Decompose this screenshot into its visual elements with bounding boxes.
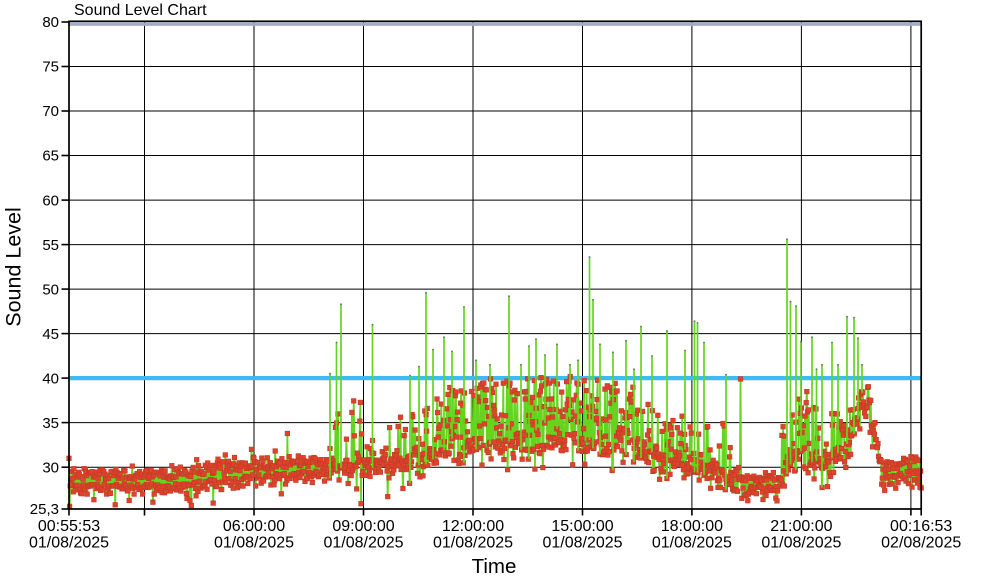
svg-text:15:00:00: 15:00:00 bbox=[551, 518, 613, 535]
svg-text:01/08/2025: 01/08/2025 bbox=[761, 535, 841, 552]
svg-text:01/08/2025: 01/08/2025 bbox=[542, 535, 622, 552]
svg-text:70: 70 bbox=[42, 103, 59, 120]
svg-text:01/08/2025: 01/08/2025 bbox=[433, 535, 513, 552]
svg-text:25,3: 25,3 bbox=[30, 501, 59, 518]
svg-text:55: 55 bbox=[42, 237, 59, 254]
svg-text:01/08/2025: 01/08/2025 bbox=[652, 535, 732, 552]
svg-text:65: 65 bbox=[42, 148, 59, 165]
svg-text:18:00:00: 18:00:00 bbox=[661, 518, 723, 535]
svg-text:09:00:00: 09:00:00 bbox=[332, 518, 394, 535]
svg-text:01/08/2025: 01/08/2025 bbox=[323, 535, 403, 552]
svg-text:01/08/2025: 01/08/2025 bbox=[214, 535, 294, 552]
svg-text:30: 30 bbox=[42, 459, 59, 476]
svg-text:75: 75 bbox=[42, 59, 59, 76]
svg-text:45: 45 bbox=[42, 326, 59, 343]
svg-text:00:16:53: 00:16:53 bbox=[890, 518, 952, 535]
svg-text:21:00:00: 21:00:00 bbox=[770, 518, 832, 535]
svg-text:Sound Level Chart: Sound Level Chart bbox=[74, 2, 207, 19]
svg-text:00:55:53: 00:55:53 bbox=[38, 518, 100, 535]
svg-text:Time: Time bbox=[472, 555, 517, 578]
svg-text:06:00:00: 06:00:00 bbox=[223, 518, 285, 535]
svg-text:12:00:00: 12:00:00 bbox=[442, 518, 504, 535]
svg-text:80: 80 bbox=[42, 14, 59, 31]
svg-text:Sound Level: Sound Level bbox=[2, 207, 26, 327]
svg-text:50: 50 bbox=[42, 281, 59, 298]
svg-text:01/08/2025: 01/08/2025 bbox=[29, 535, 109, 552]
svg-text:40: 40 bbox=[42, 370, 59, 387]
svg-text:02/08/2025: 02/08/2025 bbox=[881, 535, 961, 552]
svg-text:60: 60 bbox=[42, 192, 59, 209]
svg-text:35: 35 bbox=[42, 415, 59, 432]
